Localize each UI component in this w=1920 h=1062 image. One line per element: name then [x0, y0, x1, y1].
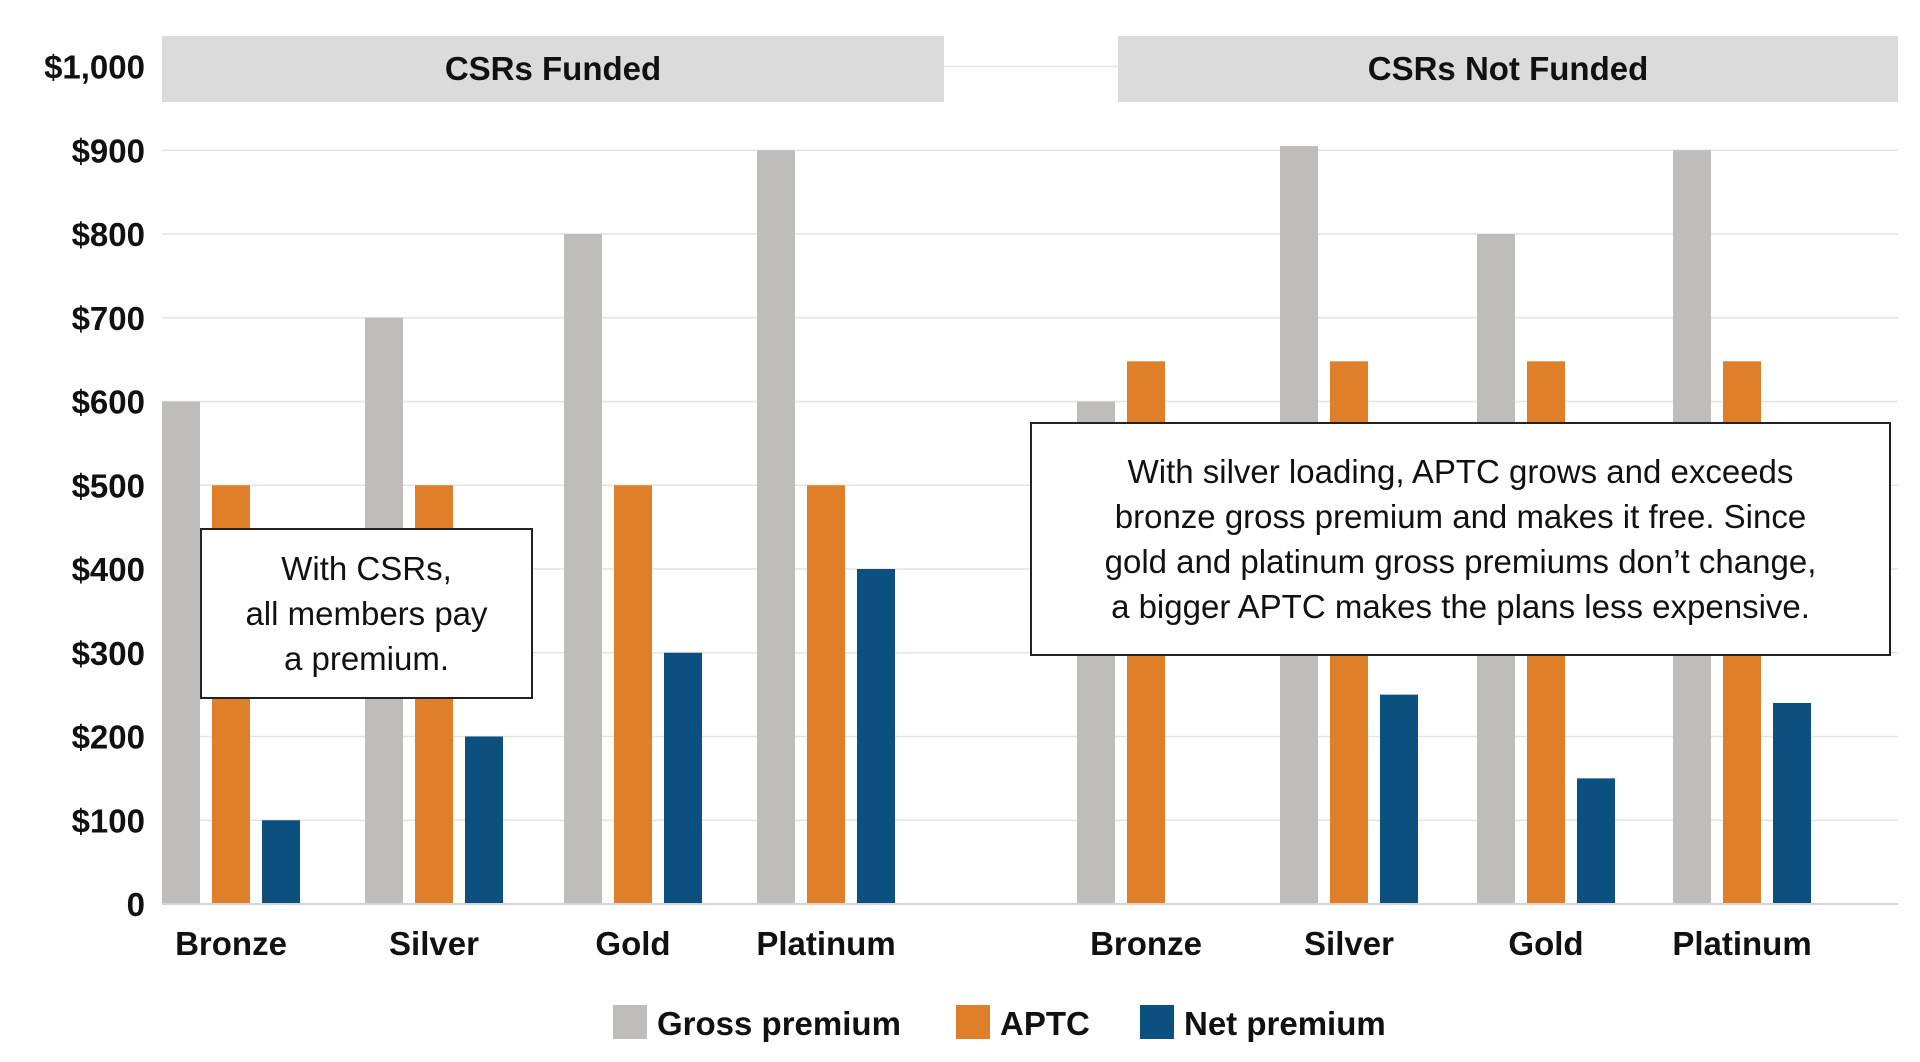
annotation-line: With silver loading, APTC grows and exce…	[1127, 453, 1794, 490]
bar-gross	[162, 401, 200, 904]
annotation-line: bronze gross premium and makes it free. …	[1114, 498, 1807, 535]
annotation-csrs-not-funded: With silver loading, APTC grows and exce…	[1030, 422, 1891, 656]
y-tick-label: $300	[72, 635, 145, 672]
y-tick-label: $800	[72, 216, 145, 253]
x-category-label: Platinum	[756, 925, 895, 962]
axes: 0 $100 $200 $300 $400 $500 $600 $700 $800 $900 $1,…	[44, 49, 1898, 962]
bar-net	[465, 736, 503, 904]
x-category-label: Silver	[1304, 925, 1394, 962]
bar-net	[1773, 703, 1811, 904]
bar-gross	[564, 234, 602, 904]
y-tick-label: $900	[72, 132, 145, 169]
panel-header-box	[162, 36, 944, 102]
annotation-line: all members pay	[245, 595, 488, 632]
legend-swatch-net	[1140, 1005, 1174, 1039]
bar-net	[1577, 778, 1615, 904]
x-category-label: Gold	[595, 925, 670, 962]
annotation-csrs-funded: With CSRs, all members pay a premium.	[200, 528, 533, 699]
y-tick-label: $100	[72, 802, 145, 839]
bar-net	[262, 820, 300, 904]
panel-headers: CSRs Funded CSRs Not Funded	[162, 36, 1898, 102]
x-category-label: Bronze	[1090, 925, 1202, 962]
legend-swatch-aptc	[956, 1005, 990, 1039]
legend-label: Net premium	[1184, 1005, 1386, 1042]
bar-net	[857, 569, 895, 904]
x-category-label: Platinum	[1672, 925, 1811, 962]
bar-aptc	[807, 485, 845, 904]
y-tick-label: $500	[72, 467, 145, 504]
y-tick-label: 0	[127, 886, 145, 923]
y-tick-label: $400	[72, 551, 145, 588]
y-tick-label: $700	[72, 300, 145, 337]
legend-label: Gross premium	[657, 1005, 901, 1042]
bar-aptc	[614, 485, 652, 904]
y-tick-label: $600	[72, 384, 145, 421]
y-tick-label: $200	[72, 719, 145, 756]
legend: Gross premium APTC Net premium	[613, 1005, 1386, 1042]
panel-header-box	[1118, 36, 1898, 102]
bar-net	[664, 652, 702, 904]
bar-net	[1380, 694, 1418, 904]
bar-gross	[757, 150, 795, 904]
legend-label: APTC	[1000, 1005, 1090, 1042]
annotation-line: a premium.	[283, 640, 450, 677]
panel-title: CSRs Not Funded	[1368, 50, 1648, 87]
x-category-label: Gold	[1508, 925, 1583, 962]
annotation-line: a bigger APTC makes the plans less expen…	[1111, 588, 1810, 625]
legend-swatch-gross	[613, 1005, 647, 1039]
panel-title: CSRs Funded	[445, 50, 661, 87]
y-tick-label: $1,000	[44, 49, 145, 86]
x-category-label: Bronze	[175, 925, 287, 962]
annotation-line: gold and platinum gross premiums don’t c…	[1104, 543, 1817, 580]
annotation-line: With CSRs,	[281, 550, 452, 587]
x-category-label: Silver	[389, 925, 479, 962]
